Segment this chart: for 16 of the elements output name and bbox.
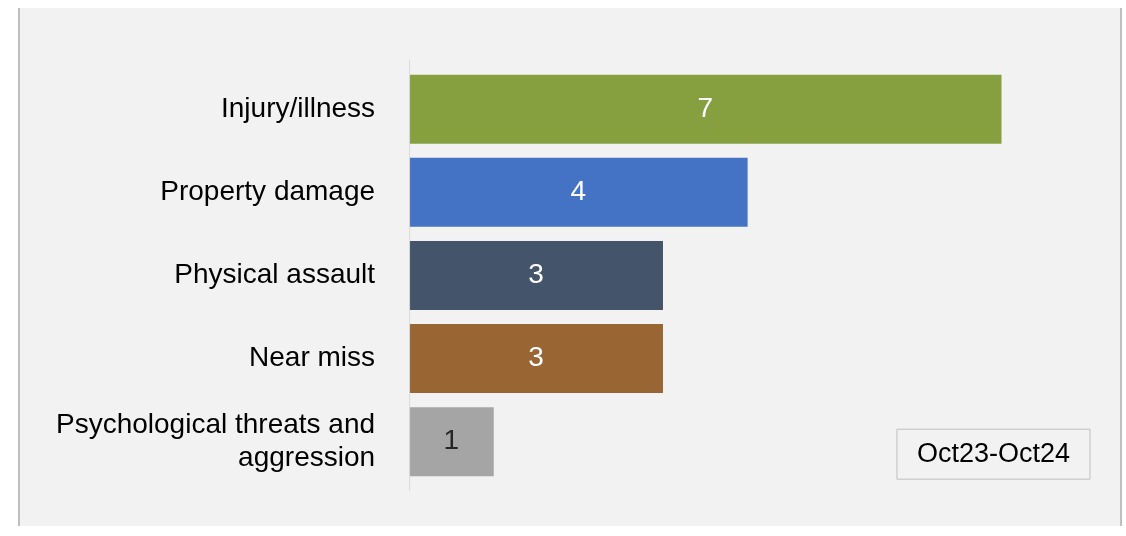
y-tick-label: Physical assault [174, 258, 376, 290]
annotation: Oct23-Oct24 [916, 437, 1070, 468]
bar [409, 157, 748, 227]
bar [409, 240, 663, 310]
bar [409, 324, 663, 394]
data-label: 3 [528, 341, 544, 373]
data-label: 7 [697, 91, 714, 123]
y-tick-label: Property damage [160, 175, 376, 206]
data-label: 4 [570, 175, 587, 206]
y-tick-label: Injury/illness [221, 91, 376, 123]
bar [409, 407, 494, 477]
bar [409, 74, 1002, 144]
data-label: 1 [443, 424, 460, 456]
data-label: 3 [528, 258, 544, 290]
y-tick-label: Psychological threats and aggression [56, 407, 376, 473]
y-tick-label: Near miss [249, 341, 376, 373]
